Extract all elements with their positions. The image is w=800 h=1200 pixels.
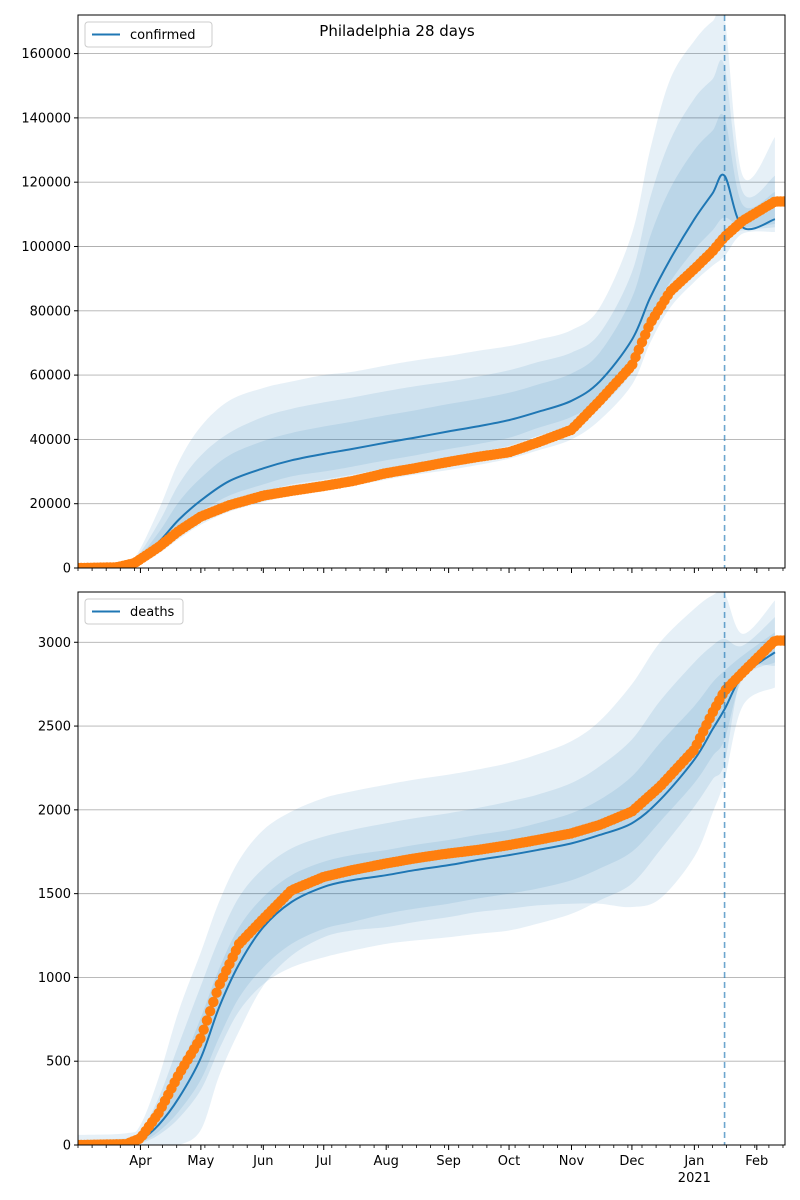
observed-point <box>208 996 219 1008</box>
legend: confirmed <box>84 21 213 48</box>
legend: deaths <box>84 598 184 625</box>
y-tick-label: 0 <box>63 1139 71 1154</box>
y-tick-label: 40000 <box>30 433 71 448</box>
x-tick-label: Feb <box>745 1154 768 1169</box>
x-tick-label: Oct <box>498 1154 520 1169</box>
legend-box <box>84 598 184 625</box>
chart-title: Philadelphia 28 days <box>319 22 475 40</box>
axes-frame <box>77 14 786 569</box>
observed-point <box>204 1006 216 1017</box>
observed-point <box>198 1024 209 1035</box>
y-tick-label: 0 <box>63 562 71 577</box>
y-tick-label: 500 <box>46 1055 71 1070</box>
legend-label: deaths <box>130 605 175 620</box>
observed-point <box>211 987 222 998</box>
observed-points <box>78 196 785 568</box>
band-outer <box>78 15 775 568</box>
y-tick-label: 2500 <box>38 720 71 735</box>
y-tick-label: 3000 <box>38 636 71 651</box>
y-tick-label: 1500 <box>38 887 71 902</box>
legend-box <box>84 21 213 48</box>
y-tick-label: 80000 <box>30 304 71 319</box>
legend-label: confirmed <box>130 28 196 43</box>
x-tick-label: Aug <box>373 1154 398 1169</box>
y-tick-label: 60000 <box>30 369 71 384</box>
deaths-panel: 0 500 1000 1500 2000 2500 3000 Apr May Jun Jul Aug S… <box>38 591 786 1186</box>
plot-area <box>78 592 785 1145</box>
y-tick-label: 100000 <box>21 240 71 255</box>
confirmed-panel: 0 20000 40000 60000 80000 100000 120000 140000 1… <box>21 14 786 577</box>
band-inner <box>78 632 775 1145</box>
x-tick-label: Dec <box>619 1154 644 1169</box>
x-tick-label: Jun <box>252 1154 273 1169</box>
x-tick-label: May <box>187 1154 214 1169</box>
band-mid <box>78 59 775 568</box>
x-tick-label: Apr <box>129 1154 152 1169</box>
y-tick-label: 20000 <box>30 497 71 512</box>
observed-points <box>78 635 785 1145</box>
x-tick-label: Jan <box>683 1154 704 1169</box>
y-tick-label: 120000 <box>21 176 71 191</box>
axes-frame <box>77 591 786 1146</box>
y-tick-label: 2000 <box>38 803 71 818</box>
y-tick-label: 160000 <box>21 47 71 62</box>
deaths-line <box>78 651 776 1145</box>
observed-point <box>195 1033 206 1044</box>
confirmed-line <box>78 173 776 568</box>
x-tick-label: Jul <box>315 1154 332 1169</box>
x-tick-label: Nov <box>559 1154 585 1169</box>
observed-point <box>201 1015 213 1026</box>
x-tick-label: Sep <box>436 1154 461 1169</box>
observed-point <box>778 196 785 207</box>
observed-point <box>778 635 785 646</box>
band-mid <box>78 617 775 1145</box>
y-tick-label: 140000 <box>21 111 71 126</box>
plot-area <box>78 15 785 568</box>
x-year-label: 2021 <box>678 1171 711 1186</box>
band-inner <box>78 113 775 568</box>
y-tick-label: 1000 <box>38 971 71 986</box>
